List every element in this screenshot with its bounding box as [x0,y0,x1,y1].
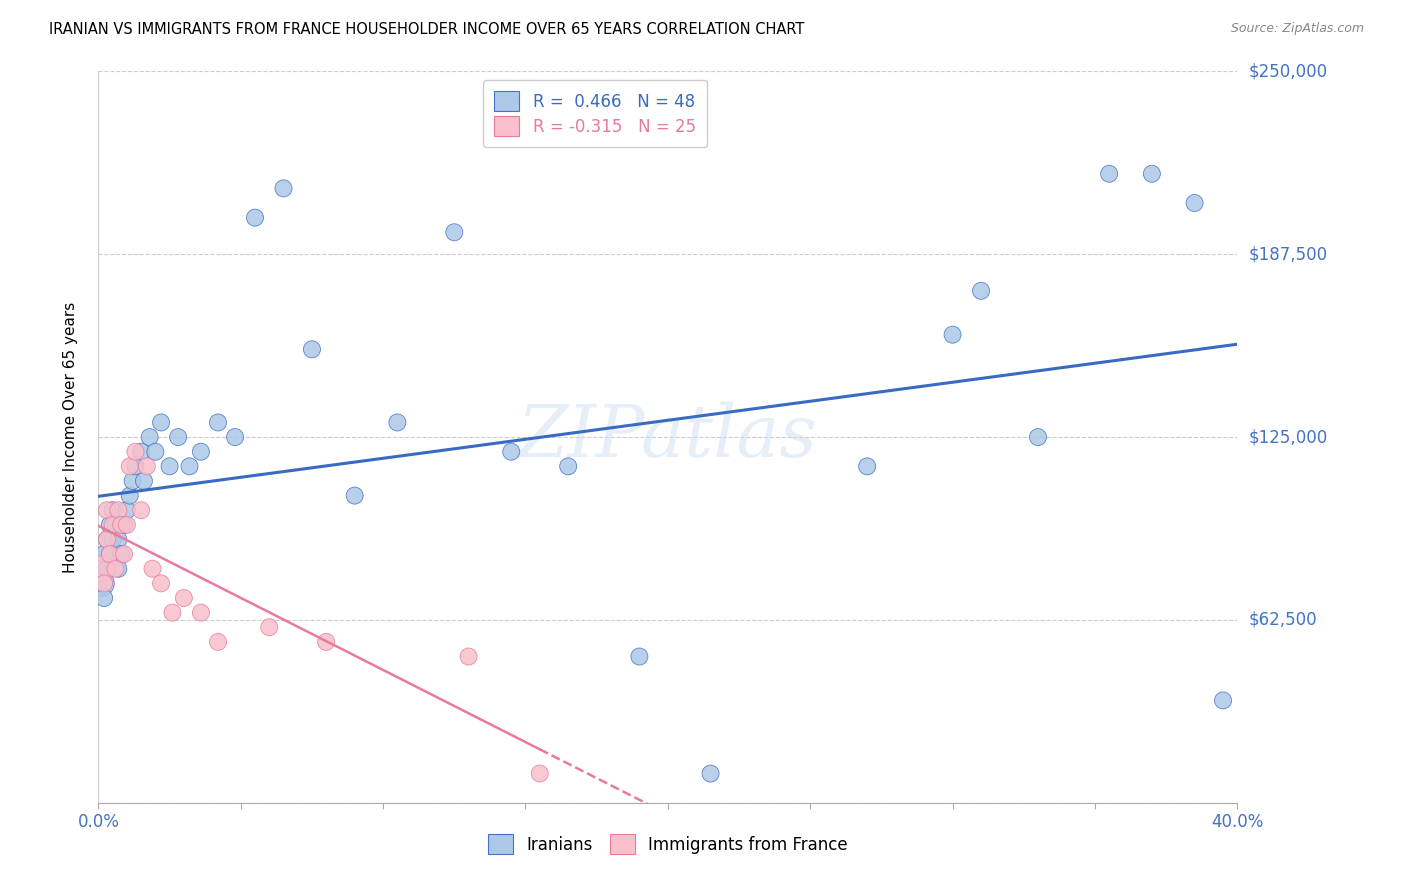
Point [115,517,138,532]
Text: $125,000: $125,000 [1249,428,1327,446]
Point [699,766,721,780]
Point [501,444,523,458]
Point [224,430,246,444]
Point [1140,167,1163,181]
Point [343,489,366,503]
Point [96,562,118,576]
Point [132,474,155,488]
Point [98,517,121,532]
Point [98,547,121,561]
Text: $250,000: $250,000 [1249,62,1327,80]
Point [93,547,115,561]
Point [96,533,118,547]
Point [179,459,201,474]
Point [162,606,184,620]
Point [101,503,124,517]
Point [98,547,121,561]
Point [207,416,229,430]
Point [167,430,190,444]
Point [135,459,157,474]
Point [1026,430,1049,444]
Text: Source: ZipAtlas.com: Source: ZipAtlas.com [1230,22,1364,36]
Point [90,562,112,576]
Point [104,517,127,532]
Point [124,444,146,458]
Point [104,562,127,576]
Point [118,459,141,474]
Point [107,562,129,576]
Point [159,459,181,474]
Point [110,517,132,532]
Point [141,562,163,576]
Point [107,533,129,547]
Point [96,503,118,517]
Point [273,181,295,195]
Point [1184,196,1206,211]
Point [190,444,212,458]
Point [315,635,337,649]
Point [190,606,212,620]
Text: $187,500: $187,500 [1249,245,1327,263]
Point [138,430,160,444]
Point [856,459,879,474]
Point [150,416,173,430]
Point [150,576,173,591]
Point [387,416,409,430]
Point [529,766,551,780]
Point [207,635,229,649]
Point [557,459,579,474]
Point [124,459,146,474]
Point [112,547,135,561]
Point [90,562,112,576]
Point [101,517,124,532]
Point [259,620,281,634]
Point [90,576,112,591]
Point [121,474,143,488]
Point [942,327,965,342]
Text: IRANIAN VS IMMIGRANTS FROM FRANCE HOUSEHOLDER INCOME OVER 65 YEARS CORRELATION C: IRANIAN VS IMMIGRANTS FROM FRANCE HOUSEH… [49,22,804,37]
Point [129,503,152,517]
Point [101,533,124,547]
Point [110,547,132,561]
Point [118,489,141,503]
Point [115,503,138,517]
Point [443,225,465,239]
Text: $62,500: $62,500 [1249,611,1317,629]
Y-axis label: Householder Income Over 65 years: Householder Income Over 65 years [63,301,77,573]
Point [628,649,651,664]
Point [96,533,118,547]
Point [93,576,115,591]
Point [107,503,129,517]
Point [173,591,195,605]
Point [93,591,115,605]
Point [1098,167,1121,181]
Point [1212,693,1234,707]
Point [457,649,479,664]
Point [970,284,993,298]
Point [301,343,323,357]
Point [243,211,266,225]
Point [112,517,135,532]
Point [129,444,152,458]
Point [145,444,167,458]
Text: ZIPatlas: ZIPatlas [517,401,818,473]
Legend: Iranians, Immigrants from France: Iranians, Immigrants from France [481,828,855,860]
